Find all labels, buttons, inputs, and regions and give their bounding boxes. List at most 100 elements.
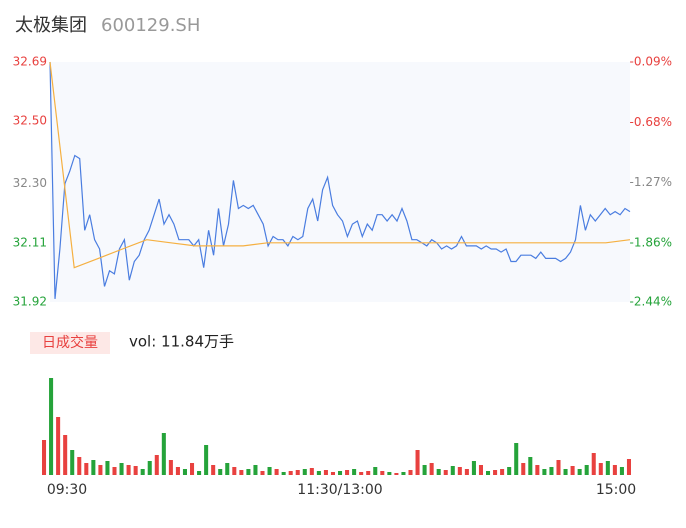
volume-bar — [429, 463, 434, 475]
volume-bar — [126, 465, 131, 475]
volume-tag-label: 日成交量 — [42, 334, 98, 351]
volume-bar — [161, 433, 166, 475]
volume-bar — [239, 470, 244, 475]
y2-tick-label: -1.86% — [630, 235, 672, 249]
y-tick-label: 32.50 — [13, 114, 47, 128]
volume-bar — [84, 463, 89, 475]
volume-bar — [281, 472, 286, 475]
volume-bar — [253, 465, 258, 475]
x-tick-label: 15:00 — [596, 482, 636, 498]
volume-bar — [225, 463, 230, 475]
volume-bar — [63, 435, 68, 475]
volume-bar — [274, 469, 279, 475]
y2-tick-label: -1.27% — [630, 175, 672, 189]
volume-bar — [288, 471, 293, 475]
volume-bar — [168, 460, 173, 475]
volume-bar — [352, 469, 357, 475]
volume-bar — [542, 469, 547, 475]
volume-text: vol: 11.84万手 — [129, 333, 234, 351]
volume-bar — [373, 467, 378, 475]
volume-bar — [42, 440, 47, 475]
volume-bar — [450, 466, 455, 475]
volume-bar — [218, 469, 223, 475]
volume-bar — [182, 469, 187, 475]
volume-bar — [140, 469, 145, 475]
price-line — [49, 61, 631, 269]
volume-bar — [556, 460, 561, 475]
volume-bar — [70, 450, 75, 475]
volume-bar — [471, 461, 476, 475]
volume-bar — [380, 471, 385, 475]
volume-bar — [415, 450, 420, 475]
volume-bar — [211, 465, 216, 475]
volume-bar — [549, 467, 554, 475]
volume-bar — [119, 463, 124, 475]
volume-bar — [105, 461, 110, 475]
volume-bar — [570, 466, 575, 475]
volume-bar — [591, 453, 596, 475]
y-tick-label: 32.11 — [13, 235, 47, 249]
volume-bar — [521, 463, 526, 475]
volume-bar — [401, 472, 406, 475]
volume-bar — [612, 465, 617, 475]
volume-bar — [436, 469, 441, 475]
volume-bar — [260, 471, 265, 475]
volume-bar — [464, 469, 469, 475]
y-tick-label: 32.30 — [13, 176, 47, 190]
price-area-bg — [50, 62, 630, 302]
volume-bar — [359, 472, 364, 475]
volume-bar — [323, 470, 328, 475]
volume-bar — [56, 417, 61, 475]
volume-bar — [112, 467, 117, 475]
x-tick-label: 11:30/13:00 — [297, 482, 382, 498]
volume-bar — [457, 467, 462, 475]
volume-bar — [626, 459, 631, 475]
volume-bar — [309, 468, 314, 475]
volume-bar — [147, 461, 152, 475]
volume-tag — [30, 332, 110, 354]
volume-bar — [267, 467, 272, 475]
volume-bar — [366, 471, 371, 475]
stock-name: 太极集团 — [15, 15, 87, 36]
volume-bar — [408, 470, 413, 475]
volume-bar — [535, 465, 540, 475]
stock-code: 600129.SH — [101, 15, 200, 36]
volume-bar — [563, 469, 568, 475]
volume-bar — [387, 472, 392, 475]
volume-bar — [584, 465, 589, 475]
volume-bar — [478, 465, 483, 475]
volume-bar — [49, 378, 54, 475]
volume-bar — [133, 466, 138, 475]
volume-bar — [77, 457, 82, 475]
volume-bar — [190, 463, 195, 475]
volume-bar — [175, 467, 180, 475]
price-line — [49, 61, 631, 299]
volume-bar — [98, 465, 103, 475]
volume-bar — [204, 445, 209, 475]
volume-bar — [500, 469, 505, 475]
volume-bar — [528, 457, 533, 475]
y2-tick-label: -2.44% — [630, 295, 672, 309]
volume-bar — [486, 471, 491, 475]
volume-bar — [91, 460, 96, 475]
x-tick-label: 09:30 — [47, 482, 87, 498]
volume-bar — [232, 467, 237, 475]
y2-tick-label: -0.09% — [630, 55, 672, 69]
volume-bar — [316, 471, 321, 475]
volume-bar — [197, 471, 202, 475]
volume-bar — [295, 470, 300, 475]
volume-bar — [154, 455, 159, 475]
volume-bar — [246, 469, 251, 475]
y-tick-label: 32.69 — [13, 55, 47, 69]
volume-bar — [443, 470, 448, 475]
volume-bar — [577, 469, 582, 475]
volume-bar — [605, 461, 610, 475]
volume-bar — [338, 471, 343, 475]
volume-bar — [302, 469, 307, 475]
y-tick-label: 31.92 — [13, 295, 47, 309]
y2-tick-label: -0.68% — [630, 115, 672, 129]
volume-bar — [345, 470, 350, 475]
volume-bar — [507, 467, 512, 475]
volume-bar — [330, 472, 335, 475]
